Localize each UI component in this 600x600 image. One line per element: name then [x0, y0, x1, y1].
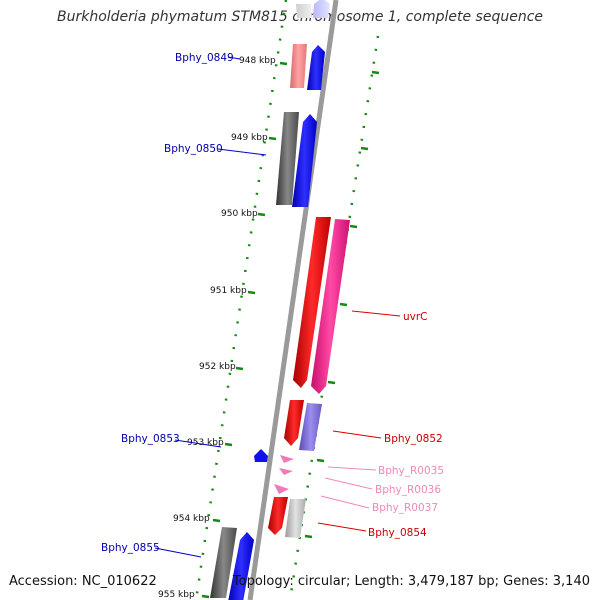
topology-text: Topology: circular; Length: 3,479,187 bp…	[232, 574, 590, 589]
gene-bphy_0855[interactable]	[228, 532, 254, 600]
gene-bphy_0852[interactable]	[284, 400, 304, 446]
ruler-ticks	[201, 61, 380, 599]
ruler-label-950: 950 kbp	[221, 209, 258, 219]
rna-gene-leaders	[320, 466, 377, 509]
ruler-label-948: 948 kbp	[239, 56, 276, 66]
label-bphy_0853[interactable]: Bphy_0853	[121, 433, 180, 445]
gene-bphy_0850[interactable]	[292, 114, 317, 207]
label-bphy_r0036[interactable]: Bphy_R0036	[375, 484, 441, 496]
gene-bphy_r0037[interactable]	[274, 484, 289, 494]
gene-bphy_0852-homolog[interactable]	[299, 403, 322, 451]
ruler-label-949: 949 kbp	[231, 133, 268, 143]
gene-bphy_r0036[interactable]	[279, 468, 293, 475]
gene-bphy_0850-homolog[interactable]	[276, 112, 299, 205]
ruler-label-955: 955 kbp	[158, 590, 195, 600]
label-bphy_0850[interactable]: Bphy_0850	[164, 143, 223, 155]
label-uvrc[interactable]: uvrC	[403, 311, 428, 323]
label-bphy_0849[interactable]: Bphy_0849	[175, 52, 234, 64]
reverse-gene-leaders	[317, 310, 401, 532]
gene-bphy_0849[interactable]	[307, 45, 325, 90]
label-bphy_0852[interactable]: Bphy_0852	[384, 433, 443, 445]
partial-gene-gray[interactable]	[296, 4, 312, 18]
chromosome-backbone	[247, 0, 339, 600]
gene-labels: Bphy_0849 Bphy_0850 uvrC Bphy_0852 Bphy_…	[101, 52, 444, 554]
gene-bphy_0853[interactable]	[254, 449, 268, 462]
ruler-labels: 948 kbp 949 kbp 950 kbp 951 kbp 952 kbp …	[158, 56, 276, 600]
gene-bphy_0854[interactable]	[268, 497, 288, 535]
forward-gene-leaders	[154, 56, 267, 558]
partial-gene-blue[interactable]	[313, 0, 330, 18]
label-bphy_0855[interactable]: Bphy_0855	[101, 542, 160, 554]
gene-bphy_0855-homolog[interactable]	[210, 527, 237, 598]
label-bphy_r0037[interactable]: Bphy_R0037	[372, 502, 438, 514]
gene-bphy_r0035[interactable]	[280, 455, 294, 463]
accession-text: Accession: NC_010622	[9, 574, 157, 589]
ruler-label-951: 951 kbp	[210, 286, 247, 296]
ruler-label-952: 952 kbp	[199, 362, 236, 372]
ruler-label-954: 954 kbp	[173, 514, 210, 524]
ruler-label-953: 953 kbp	[187, 438, 224, 448]
gene-bphy_0849-homolog[interactable]	[290, 44, 307, 88]
gene-uvrc[interactable]	[293, 217, 331, 388]
label-bphy_0854[interactable]: Bphy_0854	[368, 527, 427, 539]
gene-uvrc-homolog[interactable]	[311, 219, 350, 394]
gene-bphy_0854-homolog[interactable]	[285, 499, 306, 538]
label-bphy_r0035[interactable]: Bphy_R0035	[378, 465, 444, 477]
